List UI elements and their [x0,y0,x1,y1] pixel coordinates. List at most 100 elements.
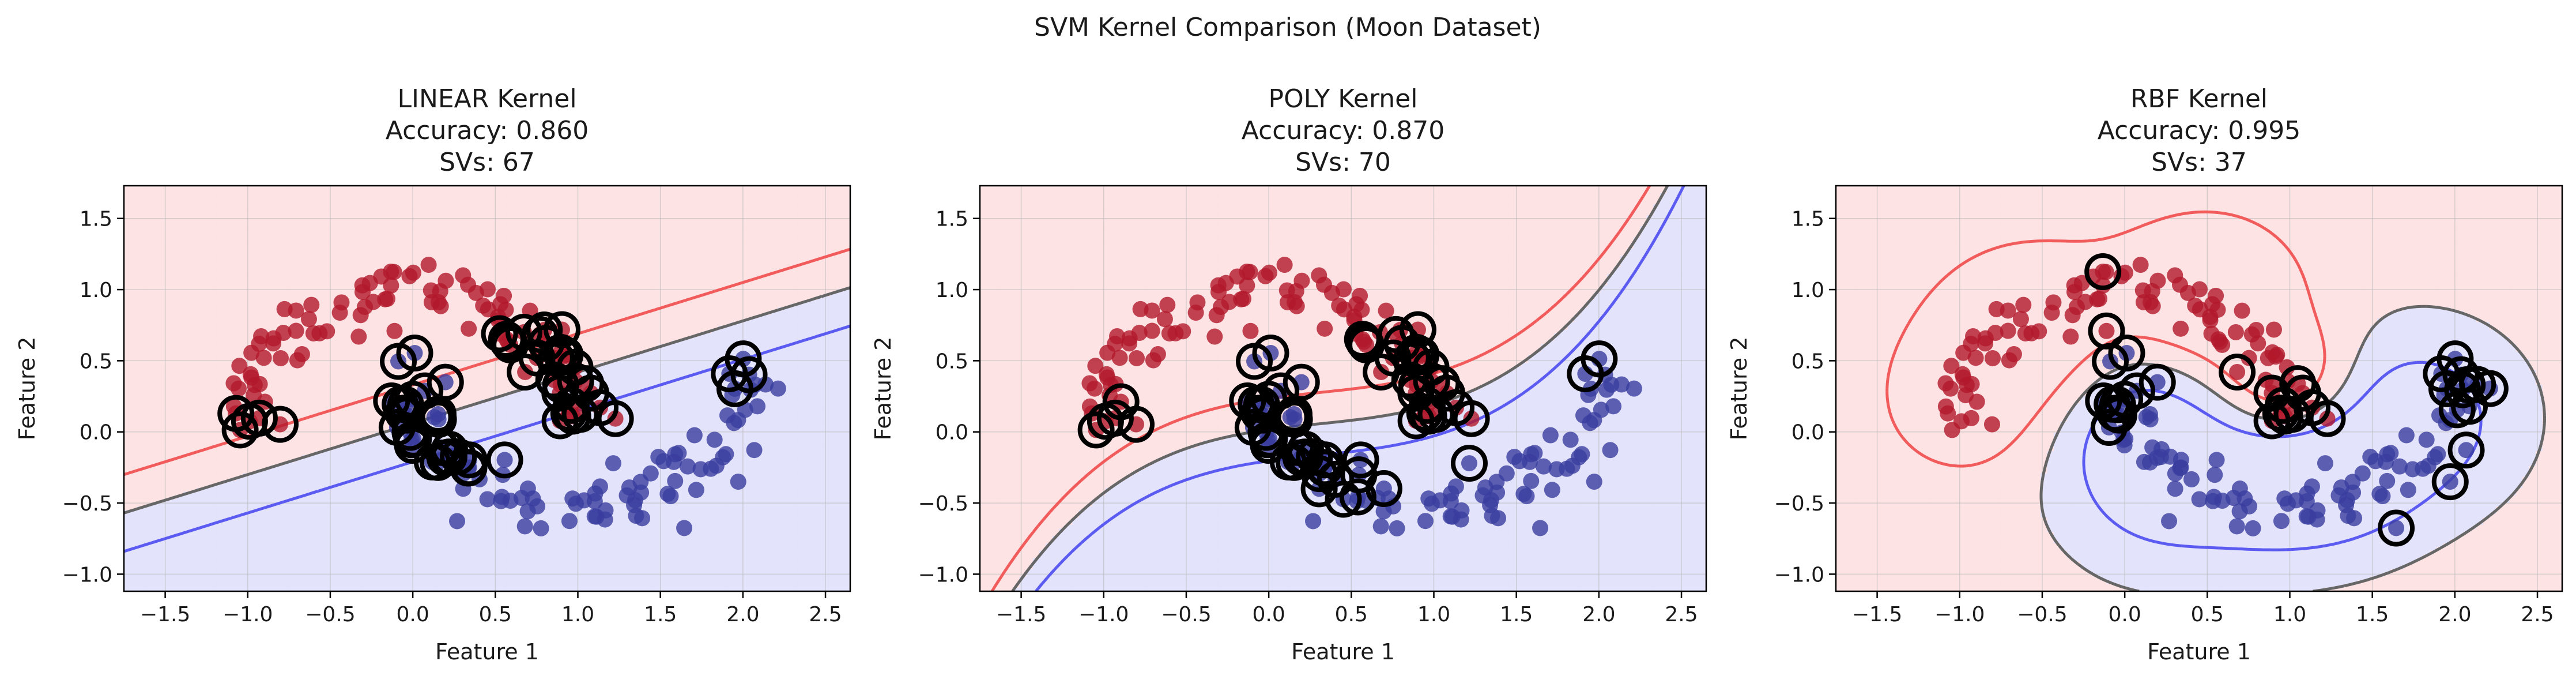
data-point [2064,307,2081,324]
support-vector-marker [2084,253,2122,291]
data-point [1967,350,1984,366]
data-point [746,442,763,459]
data-point [1575,407,1591,424]
data-point [2062,328,2079,345]
data-point [2132,257,2149,273]
data-point [642,465,659,482]
support-vector-marker [1300,455,1338,493]
data-point [1420,490,1437,507]
data-point [1121,330,1138,347]
data-point [449,513,466,530]
data-point [1156,311,1173,328]
data-point [2374,488,2391,505]
data-point [2400,482,2416,498]
support-vector-marker [450,449,487,487]
y-tick-label: −0.5 [62,492,112,516]
panel-title-line-0: POLY Kernel [1269,84,1418,114]
data-point [251,336,267,352]
x-tick-label: 2.0 [1582,603,1615,626]
x-tick-label: 2.0 [726,603,759,626]
data-point [231,358,248,374]
data-point [665,453,682,470]
x-tick-label: 2.5 [1665,603,1698,626]
data-point [493,493,510,509]
x-tick-label: −1.0 [222,603,273,626]
data-point [2031,323,2047,340]
data-point [2354,465,2371,482]
x-tick-label: 0.5 [479,603,512,626]
x-axis-label: Feature 1 [435,639,539,665]
data-point [719,407,736,424]
data-point [2191,281,2208,298]
y-tick-label: 1.0 [1791,279,1824,302]
data-point [1544,482,1560,498]
data-point [331,305,348,321]
data-point [303,296,320,313]
data-point [1602,442,1619,459]
data-point [1447,478,1464,495]
y-tick-label: 1.5 [1791,208,1824,231]
data-point [718,446,734,463]
data-point [2309,502,2326,519]
data-point [2161,513,2178,530]
x-tick-label: 1.0 [1417,603,1450,626]
data-point [564,490,581,507]
data-point [2015,296,2032,313]
support-vector-marker [221,411,259,449]
panel-title-line-2: SVs: 70 [1295,148,1391,177]
data-point [430,294,447,310]
data-point [1317,320,1333,337]
data-point [757,376,774,393]
data-point [461,320,477,337]
support-vector-marker [2438,391,2476,429]
y-tick-label: −0.5 [1774,492,1824,516]
data-point [2227,324,2244,340]
data-point [688,482,704,498]
data-point [1235,291,1251,307]
decision-contours [1885,210,2546,591]
data-point [1276,257,1293,273]
axes-frame [123,185,851,592]
y-tick-label: 1.5 [80,208,112,231]
data-point [1943,358,1960,374]
data-point [1542,427,1559,444]
data-point [1353,302,1370,318]
data-point [1559,460,1575,477]
data-point [1461,455,1477,472]
decision-region [1836,186,2562,591]
y-tick-label: 0.0 [1791,421,1824,445]
data-point [1389,520,1405,536]
data-point [1278,282,1295,299]
x-tick-label: 1.5 [2356,603,2389,626]
x-tick-label: −1.5 [1852,603,1902,626]
data-point [1605,398,1622,415]
data-point [2379,472,2396,489]
x-tick-label: −0.5 [305,603,355,626]
panel-title-line-0: LINEAR Kernel [397,84,576,114]
data-point [2091,291,2107,307]
x-tick-label: −1.0 [1078,603,1129,626]
data-point [2415,460,2431,477]
data-point [2000,322,2016,339]
x-tick-label: 2.5 [2521,603,2554,626]
data-point [1985,350,2001,367]
data-point [667,472,684,489]
data-point [2442,474,2458,490]
y-tick-label: 1.5 [936,208,968,231]
x-tick-label: 0.0 [2109,603,2141,626]
data-point [246,387,262,404]
data-point [1506,449,1523,465]
data-point [2167,480,2183,497]
support-vector-marker [240,399,278,437]
data-point [1336,301,1352,318]
data-point [2073,275,2090,291]
data-point [686,427,703,444]
data-point [1206,328,1223,345]
data-point [1208,307,1225,324]
support-vector-marker [1325,480,1362,518]
support-vector-marker [2428,370,2465,407]
data-point [1293,272,1310,289]
x-tick-label: −1.0 [1934,603,1985,626]
